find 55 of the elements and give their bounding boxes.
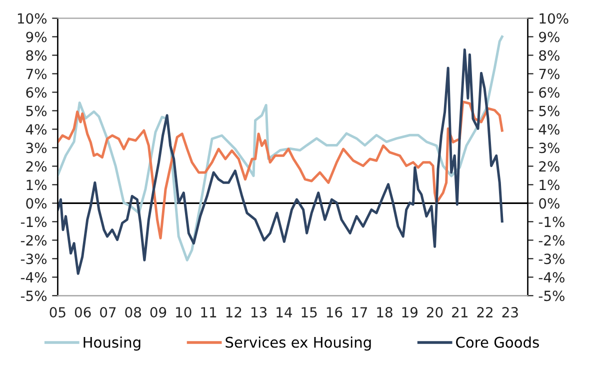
x-tick-label: 11 bbox=[201, 307, 216, 318]
y2-tick-label: 8% bbox=[539, 50, 560, 61]
y2-tick-label: 6% bbox=[539, 87, 560, 98]
y-tick-label: -4% bbox=[20, 272, 47, 283]
y2-tick-label: 9% bbox=[539, 32, 560, 42]
y-tick-label: -3% bbox=[20, 254, 47, 264]
x-tick-label: 14 bbox=[276, 307, 292, 318]
x-tick-label: 09 bbox=[150, 307, 166, 318]
y2-tick-label: 10% bbox=[540, 13, 568, 24]
y2-tick-label: -2% bbox=[538, 235, 564, 246]
x-tick-label: 18 bbox=[377, 307, 392, 318]
y-tick-label: 3% bbox=[26, 142, 47, 154]
legend-label: Core Goods bbox=[456, 336, 539, 348]
x-tick-label: 10 bbox=[176, 307, 192, 318]
x-tick-label: 07 bbox=[100, 307, 116, 318]
x-tick-label: 16 bbox=[326, 307, 342, 318]
y-tick-label: 10% bbox=[18, 13, 47, 24]
x-tick-label: 19 bbox=[402, 307, 418, 318]
y-tick-label: 6% bbox=[26, 87, 47, 98]
y-tick-label: 2% bbox=[26, 161, 47, 172]
line-series bbox=[58, 100, 504, 240]
x-tick-label: 05 bbox=[50, 307, 66, 318]
legend-label: Housing bbox=[84, 336, 140, 351]
y2-tick-label: 7% bbox=[539, 68, 560, 80]
x-tick-label: 22 bbox=[477, 307, 492, 318]
x-tick-label: 21 bbox=[452, 307, 468, 318]
y-tick-label: -5% bbox=[20, 290, 47, 302]
x-tick-label: 12 bbox=[226, 307, 242, 318]
y-tick-label: 7% bbox=[26, 68, 47, 80]
y-tick-label: 0% bbox=[26, 198, 47, 209]
x-tick-label: 20 bbox=[426, 307, 443, 318]
y2-tick-label: -1% bbox=[538, 216, 564, 228]
x-tick-label: 08 bbox=[125, 307, 142, 318]
y-tick-label: -1% bbox=[20, 216, 47, 228]
x-tick-label: 17 bbox=[352, 307, 367, 318]
y2-tick-label: 5% bbox=[539, 106, 560, 116]
y2-tick-label: -4% bbox=[538, 272, 564, 283]
y-tick-label: -2% bbox=[20, 235, 47, 246]
legend-label: Services ex Housing bbox=[226, 336, 371, 351]
y2-tick-label: 3% bbox=[539, 142, 560, 154]
y2-tick-label: 4% bbox=[538, 124, 560, 135]
y2-tick-label: 2% bbox=[539, 161, 560, 172]
x-tick-label: 23 bbox=[502, 307, 518, 318]
x-tick-label: 06 bbox=[74, 307, 91, 318]
y-tick-label: 8% bbox=[26, 50, 47, 61]
y-tick-label: 4% bbox=[26, 124, 47, 135]
x-tick-label: 15 bbox=[302, 307, 317, 318]
y2-tick-label: -3% bbox=[538, 254, 564, 264]
y2-tick-label: -5% bbox=[538, 290, 564, 302]
x-tick-label: 13 bbox=[251, 307, 267, 318]
y-tick-label: 1% bbox=[26, 180, 47, 190]
y-tick-label: 9% bbox=[26, 32, 47, 42]
y-tick-label: 5% bbox=[26, 106, 47, 116]
y2-tick-label: 1% bbox=[540, 180, 560, 190]
y2-tick-label: 0% bbox=[539, 198, 560, 209]
